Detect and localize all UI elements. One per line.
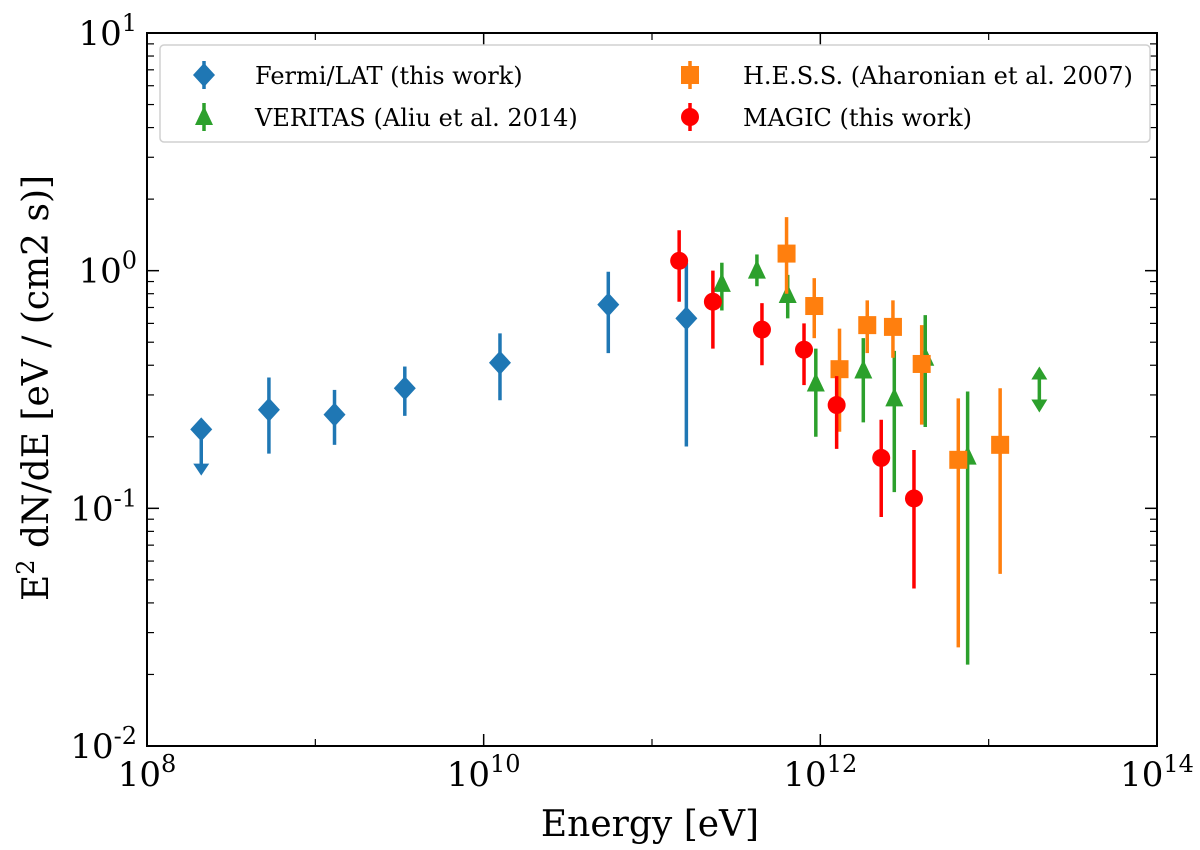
data-point: [488, 350, 511, 375]
data-point: [830, 360, 849, 379]
x-tick-label: 108: [118, 750, 177, 795]
x-tick-label: 1014: [1120, 750, 1194, 795]
data-point: [858, 316, 877, 335]
y-axis: 10-2 10-1 100 101: [70, 9, 1157, 767]
legend-label: H.E.S.S. (Aharonian et al. 2007): [743, 62, 1133, 90]
legend-marker: [681, 66, 699, 84]
range-arrow-up: [1031, 366, 1048, 380]
y-axis-label: E2 dN/dE [eV / (cm2 s)]: [12, 175, 57, 601]
x-axis: 108 1010 1012 1014: [118, 33, 1194, 795]
data-point: [675, 306, 698, 331]
data-point: [670, 251, 689, 270]
data-point: [827, 396, 846, 415]
series-0: [190, 262, 698, 476]
legend: Fermi/LAT (this work) VERITAS (Aliu et al…: [159, 44, 1151, 143]
data-point: [257, 397, 280, 422]
data-point: [991, 435, 1010, 454]
series-3: [670, 230, 923, 589]
x-tick-label: 1012: [783, 750, 857, 795]
data-point: [949, 450, 968, 469]
y-tick-label: 10-1: [70, 484, 137, 529]
legend-label: MAGIC (this work): [743, 104, 972, 132]
data-point: [752, 320, 771, 339]
data-point: [795, 340, 814, 359]
data-point: [806, 372, 825, 392]
y-tick-label: 10-2: [70, 722, 137, 767]
data-point: [597, 292, 620, 317]
legend-item: VERITAS (Aliu et al. 2014): [195, 103, 578, 132]
data-point: [393, 376, 416, 401]
legend-marker: [195, 106, 213, 125]
data-point: [703, 292, 722, 311]
range-arrow-down: [1031, 399, 1048, 413]
x-axis-label: Energy [eV]: [541, 804, 759, 845]
legend-marker: [193, 63, 215, 87]
legend-item: Fermi/LAT (this work): [193, 61, 523, 90]
legend-item: H.E.S.S. (Aharonian et al. 2007): [681, 61, 1133, 90]
data-point: [190, 417, 213, 442]
data-point: [805, 297, 824, 316]
data-point: [323, 402, 346, 427]
legend-item: MAGIC (this work): [681, 103, 972, 132]
x-tick-label: 1010: [447, 750, 521, 795]
data-point: [912, 354, 931, 373]
upper-limit-arrow-head: [193, 463, 210, 476]
data-point: [883, 317, 902, 336]
legend-marker: [681, 108, 699, 126]
data-point: [777, 244, 796, 263]
data-point: [854, 359, 873, 379]
data-point: [747, 259, 766, 279]
series-2: [777, 217, 1010, 648]
data-point: [872, 448, 891, 467]
data-point: [904, 489, 923, 508]
y-tick-label: 100: [78, 247, 137, 292]
legend-label: VERITAS (Aliu et al. 2014): [254, 104, 578, 132]
data-point: [712, 272, 731, 292]
legend-label: Fermi/LAT (this work): [255, 62, 523, 90]
data-point: [885, 387, 904, 407]
y-tick-label: 101: [78, 9, 137, 54]
legend-box: [159, 44, 1151, 143]
